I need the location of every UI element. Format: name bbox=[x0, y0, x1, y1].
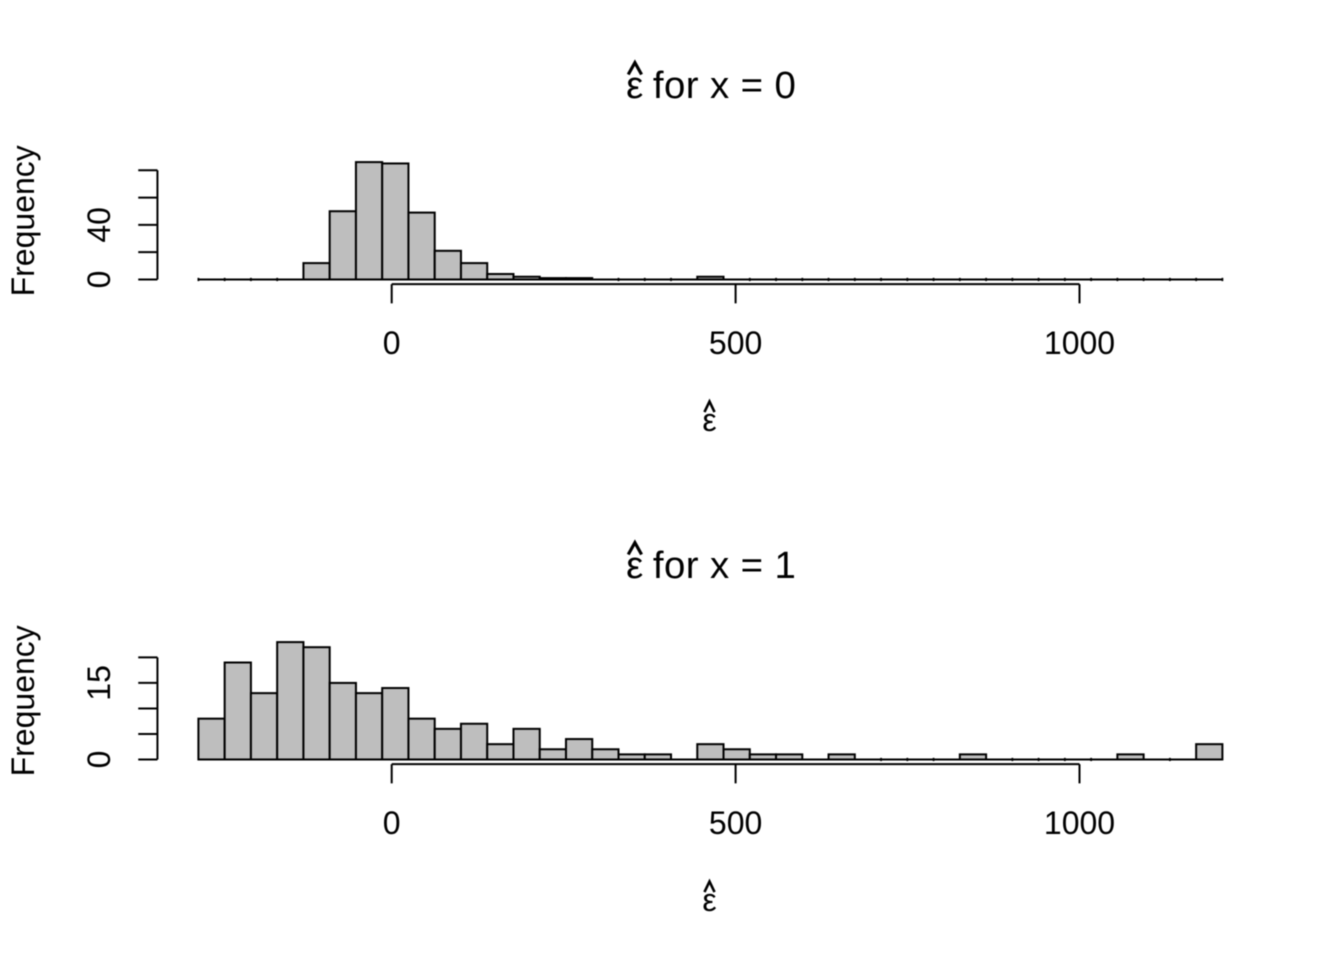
svg-text:500: 500 bbox=[709, 325, 762, 361]
svg-text:ε: ε bbox=[626, 64, 643, 107]
svg-text:for x = 0: for x = 0 bbox=[653, 64, 796, 107]
svg-text:40: 40 bbox=[81, 207, 117, 243]
svg-text:15: 15 bbox=[81, 665, 117, 701]
svg-text:for x = 1: for x = 1 bbox=[653, 544, 796, 587]
svg-text:0: 0 bbox=[81, 271, 117, 289]
svg-text:0: 0 bbox=[383, 805, 401, 841]
svg-text:0: 0 bbox=[81, 751, 117, 769]
svg-text:Frequency: Frequency bbox=[5, 145, 41, 296]
svg-text:1000: 1000 bbox=[1044, 805, 1115, 841]
svg-text:ε: ε bbox=[702, 402, 716, 438]
svg-text:0: 0 bbox=[383, 325, 401, 361]
svg-text:Frequency: Frequency bbox=[5, 625, 41, 776]
svg-text:1000: 1000 bbox=[1044, 325, 1115, 361]
svg-text:500: 500 bbox=[709, 805, 762, 841]
svg-text:ε: ε bbox=[702, 882, 716, 918]
svg-text:ε: ε bbox=[626, 544, 643, 587]
